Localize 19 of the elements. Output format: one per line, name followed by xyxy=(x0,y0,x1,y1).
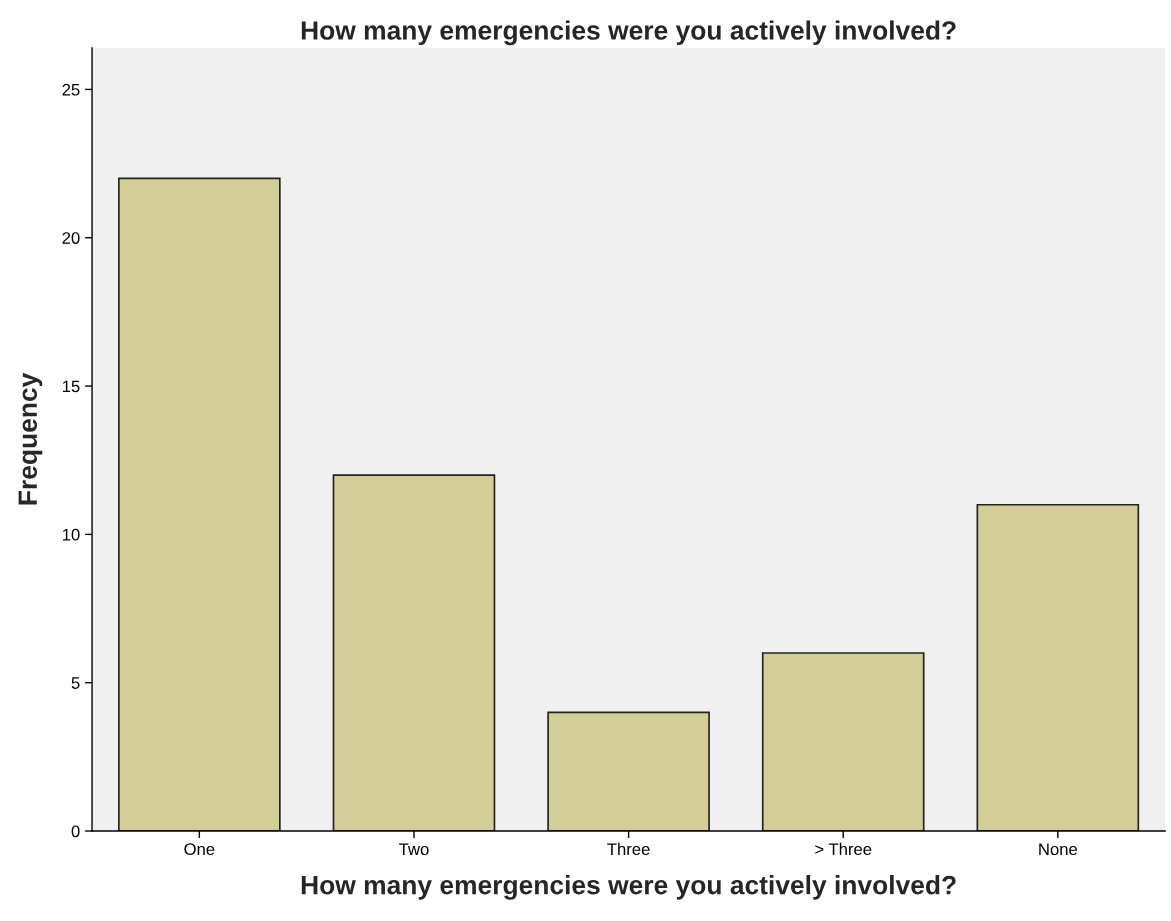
x-tick-label: One xyxy=(184,843,215,856)
chart-title: How many emergencies were you actively involved? xyxy=(301,20,956,46)
y-tick-label: 10 xyxy=(62,528,80,541)
bar xyxy=(332,474,496,832)
x-axis-title: How many emergencies were you actively involved? xyxy=(301,875,956,900)
bar xyxy=(976,503,1140,832)
bar xyxy=(118,177,281,832)
y-tick-label: 5 xyxy=(71,677,80,689)
y-tick-label: 15 xyxy=(62,380,80,393)
x-tick-label: Two xyxy=(399,843,429,856)
x-tick-label: Three xyxy=(607,842,650,856)
y-tick-label: 25 xyxy=(62,83,80,96)
bar xyxy=(761,652,925,832)
x-tick-label: None xyxy=(1039,843,1078,856)
y-tick-label: 0 xyxy=(71,825,80,838)
bar xyxy=(547,711,710,832)
x-tick-label: > Three xyxy=(815,842,872,856)
y-tick-label: 20 xyxy=(62,232,80,244)
y-axis-title: Frequency xyxy=(18,372,43,505)
